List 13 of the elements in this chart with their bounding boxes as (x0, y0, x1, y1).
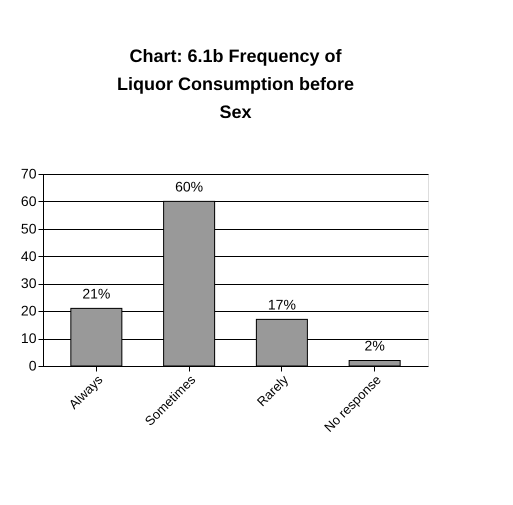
y-tick-label: 20 (20, 302, 37, 319)
data-label: 17% (268, 296, 296, 312)
y-tick-label: 40 (20, 248, 37, 264)
data-label: 2% (364, 338, 385, 354)
y-tick-label: 60 (20, 192, 37, 209)
y-tick-label: 70 (20, 166, 37, 182)
data-label: 21% (82, 285, 110, 302)
y-tick-label: 10 (20, 330, 37, 346)
data-label: 60% (175, 178, 204, 194)
y-tick-label: 0 (28, 358, 37, 374)
y-tick-label: 50 (20, 220, 37, 236)
y-tick-label: 30 (20, 275, 37, 292)
chart-title: Chart: 6.1b Frequency of Liquor Consumption before Sex (117, 46, 354, 122)
